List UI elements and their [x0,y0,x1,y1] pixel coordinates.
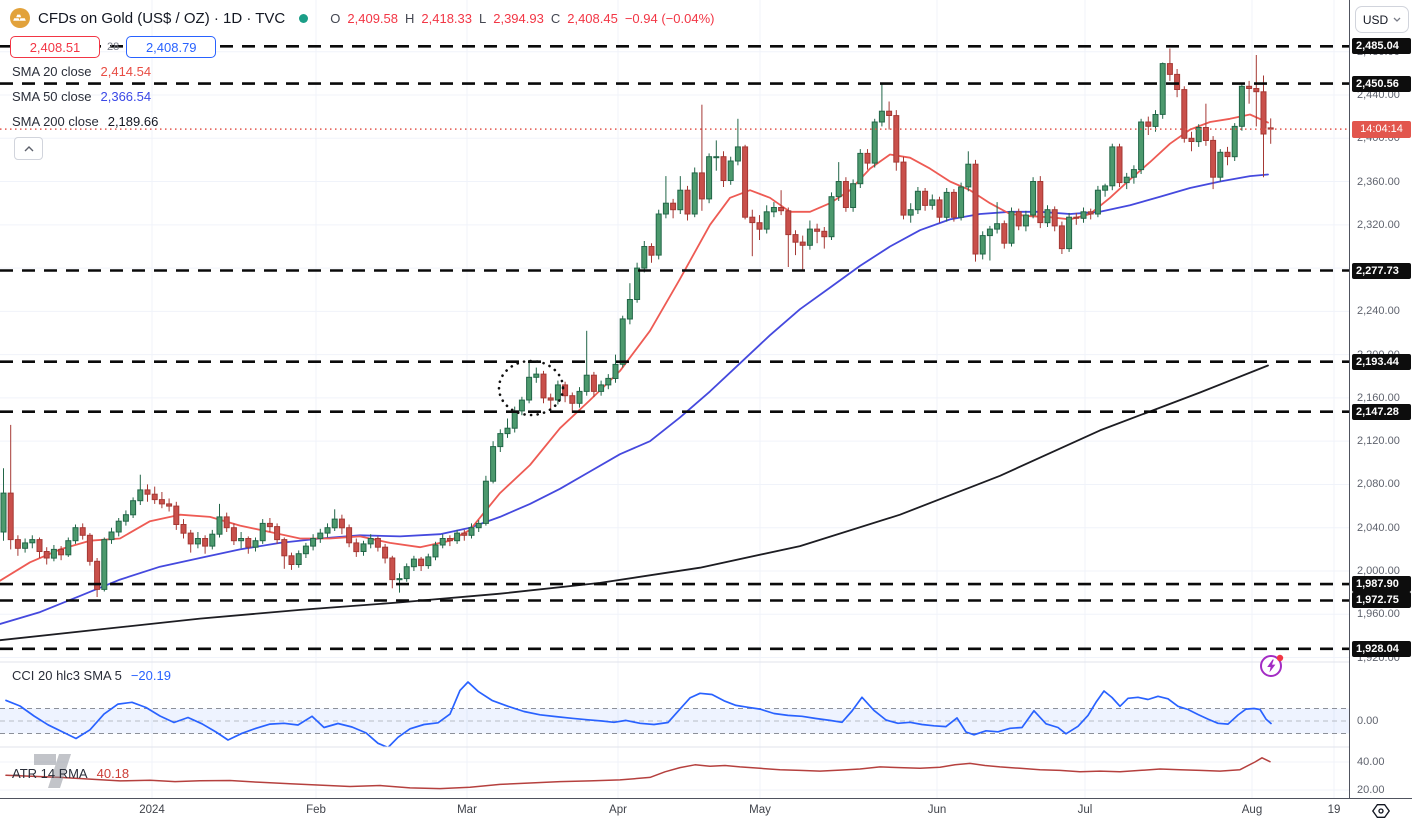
price-level-label: 2,193.44 [1352,353,1411,370]
notification-dot [1276,654,1284,662]
atr-value: 40.18 [96,766,130,781]
axis-corner [1349,798,1412,824]
symbol-header: CFDs on Gold (US$ / OZ) · 1D · TVC O 2,40… [10,8,714,28]
price-tick-label: 1,960.00 [1357,608,1400,621]
price-tick-label: 2,160.00 [1357,391,1400,404]
boost-lightning-icon[interactable] [1258,652,1285,684]
sma20-label: SMA 20 close [12,64,92,79]
price-tick-label: 2,120.00 [1357,435,1400,448]
gridlines [0,0,1349,798]
currency-dropdown[interactable]: USD [1355,6,1409,33]
cci-pane [0,681,1349,747]
spread-value: 28 [107,41,120,53]
price-level-lines [0,44,1349,651]
sma50-label: SMA 50 close [12,89,92,104]
tradingview-watermark-logo [34,750,80,795]
cci-label: CCI 20 hlc3 SMA 5 [12,668,122,683]
time-axis-label: Apr [609,804,627,816]
time-axis-label: Jun [927,804,947,816]
price-level-label: 2,450.56 [1352,75,1411,92]
ohlc-open-label: O [330,10,341,26]
ohlc-close-label: C [550,10,561,26]
time-axis-label: 19 [1327,804,1341,816]
legend-sma20[interactable]: SMA 20 close 2,414.54 [12,64,151,79]
symbol-title[interactable]: CFDs on Gold (US$ / OZ) · 1D · TVC [38,9,286,27]
time-axis-label: Jul [1077,804,1093,816]
time-axis-label: 2024 [139,804,165,816]
collapse-legend-button[interactable] [14,137,43,160]
price-tick-label: 2,320.00 [1357,218,1400,231]
ohlc-close-value: 2,408.45 [567,10,618,26]
cci-tick-label: 0.00 [1357,715,1379,727]
sma50-value: 2,366.54 [100,89,152,104]
time-axis-label: Feb [306,804,326,816]
price-level-label: 2,147.28 [1352,403,1411,420]
time-axis-label: May [749,804,771,816]
sell-button[interactable]: 2,408.51 [10,36,100,58]
ohlc-high-value: 2,418.33 [421,10,472,26]
trade-widget: 2,408.51 28 2,408.79 [10,36,217,58]
candlestick-chart-canvas[interactable] [0,0,1349,798]
ohlc-readout: O 2,409.58 H 2,418.33 L 2,394.93 C 2,408.45 … [330,11,714,26]
atr-tick-label: 20.00 [1357,784,1385,796]
legend-sma200[interactable]: SMA 200 close 2,189.66 [12,114,158,129]
price-level-label: 2,277.73 [1352,262,1411,279]
buy-button[interactable]: 2,408.79 [126,36,217,58]
atr-tick-label: 40.00 [1357,756,1385,768]
time-axis[interactable]: 2024 Feb Mar Apr May Jun Jul Aug 19 [0,798,1349,824]
ellipse-drawing [497,359,565,417]
currency-value: USD [1362,12,1389,27]
ohlc-change-value: −0.94 (−0.04%) [624,10,715,26]
price-level-label: 1,928.04 [1352,640,1411,657]
sma-overlays [0,113,1269,642]
sma20-value: 2,414.54 [100,64,152,79]
atr-label: ATR 14 RMA [12,766,88,781]
bar-countdown-label: 14:04:14 [1352,120,1411,138]
legend-cci[interactable]: CCI 20 hlc3 SMA 5 −20.19 [12,668,171,683]
chevron-up-icon [24,145,33,151]
ohlc-high-label: H [405,10,415,26]
price-level-label: 1,987.90 [1352,576,1411,593]
candles [0,48,1274,597]
price-tick-label: 2,240.00 [1357,305,1400,318]
price-tick-label: 2,360.00 [1357,175,1400,188]
ohlc-low-label: L [479,10,487,26]
price-level-label: 2,485.04 [1352,38,1411,55]
price-tick-label: 2,080.00 [1357,478,1400,491]
chevron-down-icon [1393,17,1401,22]
axis-settings-icon[interactable] [1371,801,1391,821]
ohlc-open-value: 2,409.58 [347,10,398,26]
price-tick-label: 2,440.00 [1357,89,1400,101]
time-axis-label: Mar [457,804,477,816]
ohlc-low-value: 2,394.93 [493,10,544,26]
cci-value: −20.19 [130,668,171,683]
sma200-value: 2,189.66 [107,114,159,129]
market-open-dot[interactable] [299,13,309,23]
gold-symbol-icon [10,8,30,28]
atr-pane [5,757,1271,790]
legend-sma50[interactable]: SMA 50 close 2,366.54 [12,89,151,104]
price-level-label: 1,972.75 [1352,592,1411,609]
price-tick-label: 2,040.00 [1357,521,1400,534]
sma200-label: SMA 200 close [12,114,99,129]
price-scale[interactable]: USD 2,480.002,440.002,400.002,360.002,32… [1349,0,1412,823]
legend-atr[interactable]: ATR 14 RMA 40.18 [12,766,129,781]
price-tick-label: 2,000.00 [1357,564,1400,577]
time-axis-label: Aug [1241,804,1263,816]
